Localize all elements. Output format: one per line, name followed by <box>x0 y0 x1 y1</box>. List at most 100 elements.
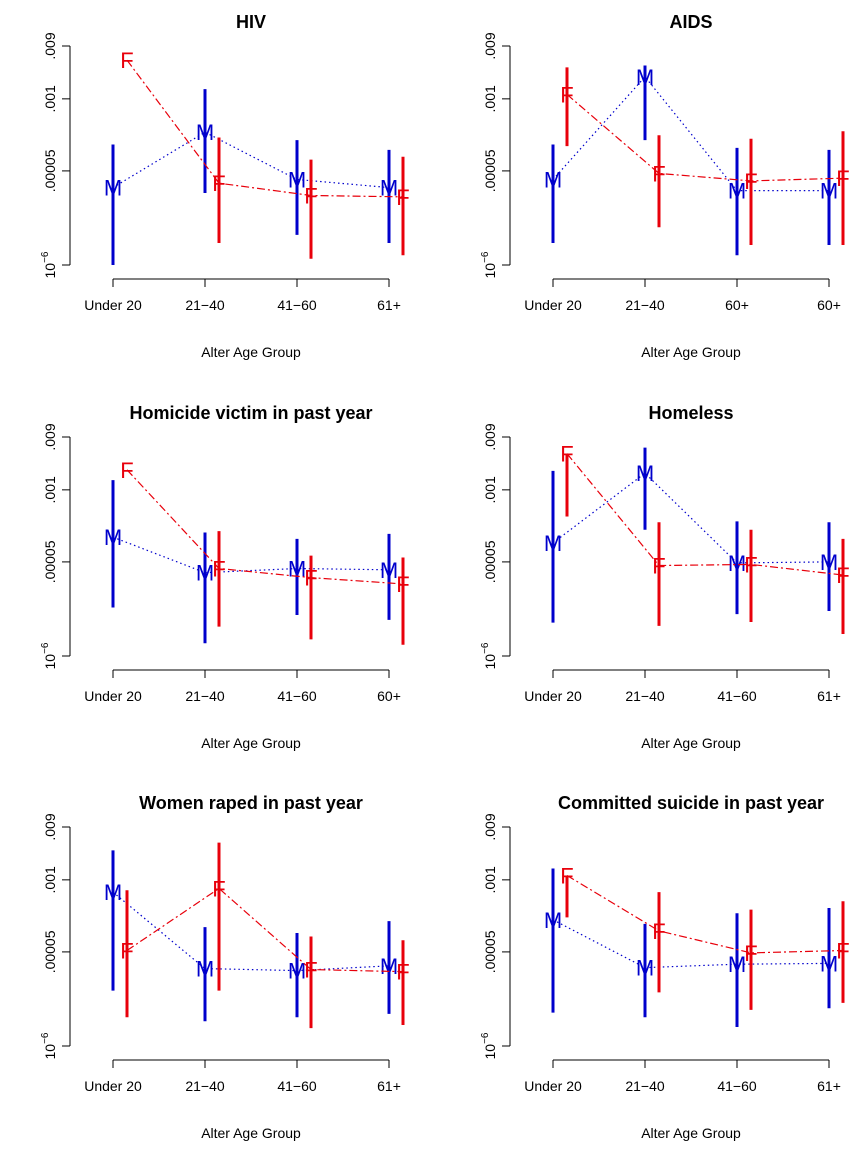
female-point-marker: F <box>212 876 225 901</box>
x-tick-label: 21−40 <box>625 297 665 313</box>
x-tick-label: Under 20 <box>524 297 582 313</box>
y-tick-label: .009 <box>42 423 58 450</box>
x-axis-label: Alter Age Group <box>641 735 741 751</box>
male-point-marker: M <box>636 65 654 90</box>
male-series-line <box>552 472 830 564</box>
male-point-marker: M <box>104 525 122 550</box>
x-tick-label: Under 20 <box>84 297 142 313</box>
female-point-marker: F <box>396 185 409 210</box>
male-point-marker: M <box>636 461 654 486</box>
x-tick-label: 61+ <box>377 297 401 313</box>
x-tick-label: 41−60 <box>277 297 317 313</box>
y-tick-label: .009 <box>482 32 498 59</box>
x-tick-label: 60+ <box>817 297 841 313</box>
panel-2: AIDS 10−6 .00005 .001 .009 Under 20 21−40 60+ 60… <box>480 12 850 360</box>
male-point-marker: M <box>104 880 122 905</box>
female-point-marker: F <box>744 552 757 577</box>
female-point-marker: F <box>560 82 573 107</box>
y-tick-label: 10−6 <box>40 642 58 669</box>
panel-3: Homicide victim in past year 10−6 .00005 .0… <box>40 403 410 751</box>
male-point-marker: M <box>288 959 306 984</box>
male-point-marker: M <box>820 550 838 575</box>
y-tick-label: 10−6 <box>40 1032 58 1059</box>
female-series-line <box>566 874 844 954</box>
y-tick-label: .00005 <box>42 930 58 973</box>
female-point-marker: F <box>120 48 133 73</box>
y-tick-label: 10−6 <box>480 1032 498 1059</box>
x-axis-label: Alter Age Group <box>201 735 301 751</box>
y-tick-label: 10−6 <box>480 251 498 278</box>
x-tick-label: 21−40 <box>185 1078 225 1094</box>
female-point-marker: F <box>120 458 133 483</box>
female-series-line <box>126 887 404 973</box>
male-series-line <box>552 75 829 192</box>
male-point-marker: M <box>728 179 746 204</box>
x-axis-label: Alter Age Group <box>641 1125 741 1141</box>
x-tick-label: 41−60 <box>717 688 757 704</box>
panel-title: Committed suicide in past year <box>558 793 824 813</box>
x-tick-label: 60+ <box>725 297 749 313</box>
female-point-marker: F <box>652 554 665 579</box>
female-point-marker: F <box>304 566 317 591</box>
panel-title: Women raped in past year <box>139 793 363 813</box>
female-point-marker: F <box>304 958 317 983</box>
y-tick-label: .009 <box>42 32 58 59</box>
female-point-marker: F <box>304 183 317 208</box>
male-point-marker: M <box>636 956 654 981</box>
panel-title: Homeless <box>648 403 733 423</box>
x-axis-label: Alter Age Group <box>201 344 301 360</box>
y-tick-label: .001 <box>42 866 58 893</box>
panel-4: Homeless 10−6 .00005 .001 .009 Under 20 21−40 4… <box>480 403 850 751</box>
y-tick-label: .001 <box>482 866 498 893</box>
y-tick-label: .00005 <box>482 540 498 583</box>
x-tick-label: Under 20 <box>524 1078 582 1094</box>
x-axis-label: Alter Age Group <box>641 344 741 360</box>
male-point-marker: M <box>820 179 838 204</box>
female-point-marker: F <box>652 919 665 944</box>
male-point-marker: M <box>544 167 562 192</box>
male-series-line <box>112 536 390 574</box>
male-point-marker: M <box>104 176 122 201</box>
x-tick-label: 61+ <box>377 1078 401 1094</box>
female-point-marker: F <box>212 557 225 582</box>
x-tick-label: 41−60 <box>277 1078 317 1094</box>
panel-title: AIDS <box>669 12 712 32</box>
x-tick-label: Under 20 <box>84 688 142 704</box>
y-tick-label: 10−6 <box>40 251 58 278</box>
y-tick-label: .00005 <box>42 149 58 192</box>
panel-1: HIV 10−6 .00005 .001 .009 Under 20 21−40 41−60 6… <box>40 12 410 360</box>
y-tick-label: 10−6 <box>480 642 498 669</box>
female-point-marker: F <box>120 939 133 964</box>
y-tick-label: .00005 <box>482 149 498 192</box>
x-tick-label: 21−40 <box>185 297 225 313</box>
panel-title: Homicide victim in past year <box>129 403 372 423</box>
male-point-marker: M <box>288 167 306 192</box>
panel-title: HIV <box>236 12 266 32</box>
male-point-marker: M <box>196 561 214 586</box>
male-point-marker: M <box>728 551 746 576</box>
panel-5: Women raped in past year 10−6 .00005 .001 .0… <box>40 793 410 1141</box>
y-tick-label: .001 <box>42 85 58 112</box>
male-point-marker: M <box>196 120 214 145</box>
y-tick-label: .009 <box>482 813 498 840</box>
y-tick-label: .009 <box>482 423 498 450</box>
female-point-marker: F <box>836 939 849 964</box>
x-tick-label: 61+ <box>817 1078 841 1094</box>
female-point-marker: F <box>836 166 849 191</box>
male-point-marker: M <box>380 558 398 583</box>
female-point-marker: F <box>396 572 409 597</box>
female-point-marker: F <box>396 960 409 985</box>
male-series-line <box>112 131 390 189</box>
y-tick-label: .00005 <box>42 540 58 583</box>
male-point-marker: M <box>544 908 562 933</box>
male-point-marker: M <box>380 954 398 979</box>
female-point-marker: F <box>744 169 757 194</box>
y-tick-label: .001 <box>482 85 498 112</box>
x-axis-label: Alter Age Group <box>201 1125 301 1141</box>
female-series-line <box>126 59 404 198</box>
male-point-marker: M <box>820 951 838 976</box>
y-tick-label: .009 <box>42 813 58 840</box>
male-point-marker: M <box>196 957 214 982</box>
